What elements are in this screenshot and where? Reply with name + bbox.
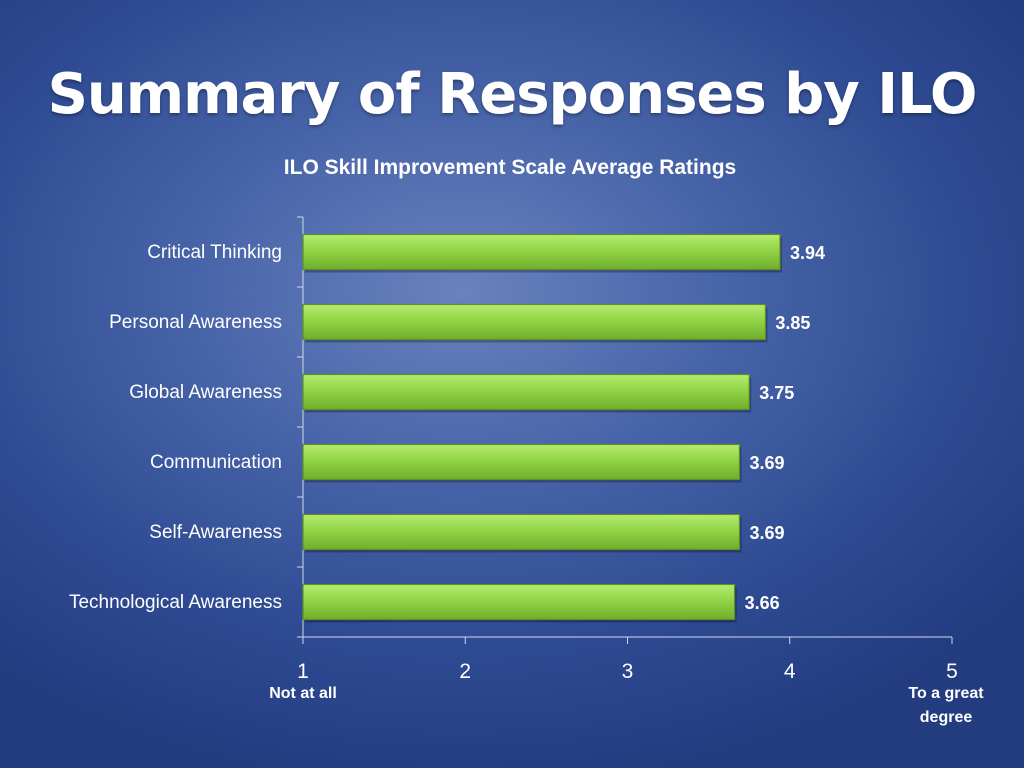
bar [302, 443, 741, 481]
x-tick-label: 5 [946, 660, 958, 683]
x-tick-label: 2 [459, 660, 471, 683]
data-label: 3.69 [749, 453, 784, 473]
bar [302, 583, 736, 621]
category-label: Communication [150, 452, 282, 473]
data-label: 3.85 [775, 313, 810, 333]
x-tick-label: 1 [297, 660, 309, 683]
category-label: Technological Awareness [69, 592, 282, 613]
x-anchor-low-label: Not at all [269, 685, 337, 702]
data-label: 3.66 [745, 593, 780, 613]
data-label: 3.75 [759, 383, 794, 403]
x-tick-label: 3 [622, 660, 634, 683]
bar [302, 233, 781, 271]
data-label: 3.69 [749, 523, 784, 543]
x-anchor-high-label: To a great [908, 685, 984, 702]
x-anchor-high-label-line2: degree [920, 709, 973, 726]
category-label: Personal Awareness [109, 312, 282, 333]
category-label: Self-Awareness [149, 522, 282, 543]
category-label: Critical Thinking [147, 242, 282, 263]
bar [302, 373, 750, 411]
category-label: Global Awareness [129, 382, 282, 403]
chart-title: ILO Skill Improvement Scale Average Rati… [283, 156, 737, 179]
slide-title: Summary of Responses by ILO [47, 62, 978, 127]
x-tick-label: 4 [784, 660, 796, 683]
bar [302, 303, 767, 341]
data-label: 3.94 [790, 243, 825, 263]
bar [302, 513, 741, 551]
